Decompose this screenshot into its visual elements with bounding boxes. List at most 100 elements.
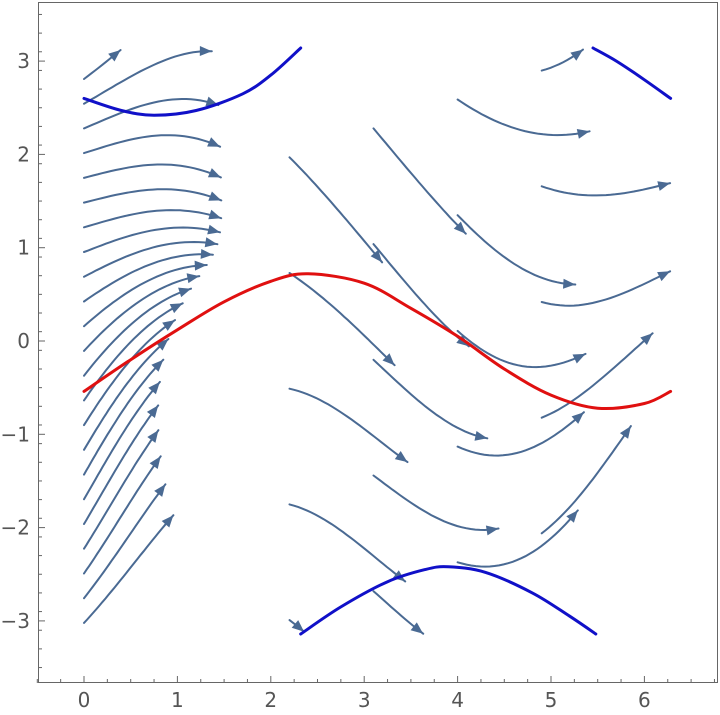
streamline-arrowhead <box>194 260 207 271</box>
streamline <box>456 98 591 137</box>
streamlines-group <box>83 46 672 635</box>
y-tick-label: −1 <box>1 422 30 446</box>
y-tick-label: 1 <box>17 236 30 260</box>
streamline-arrowhead <box>410 622 424 634</box>
y-tick-label: 0 <box>17 329 30 353</box>
streamline <box>83 253 214 303</box>
streamline <box>83 429 160 550</box>
streamline-arrowhead <box>199 46 212 56</box>
x-tick-label: 0 <box>78 688 91 712</box>
streamline-arrowhead <box>161 515 174 528</box>
y-tick-label: −2 <box>1 516 30 540</box>
streamline <box>83 404 160 525</box>
streamline <box>456 411 585 457</box>
streamline <box>288 156 384 264</box>
streamline-arrowhead <box>207 137 221 147</box>
streamline <box>83 514 175 624</box>
streamline-arrowhead <box>207 168 221 178</box>
x-tick-label: 5 <box>545 688 558 712</box>
streamline <box>372 127 467 235</box>
plot-frame <box>38 2 718 683</box>
streamline-arrowhead <box>566 510 578 523</box>
streamline-arrowhead <box>394 451 408 463</box>
y-tick-label: 2 <box>17 142 30 166</box>
x-tick-label: 1 <box>171 688 184 712</box>
streamline-arrowhead <box>146 405 159 418</box>
streamline-arrowhead <box>204 237 218 248</box>
streamline <box>83 226 221 253</box>
streamline <box>288 272 396 367</box>
blue-highlighted-curve <box>299 565 598 636</box>
streamline-arrowhead <box>147 430 159 443</box>
streamline <box>83 188 223 204</box>
streamline-arrowhead <box>640 333 653 345</box>
streamline <box>456 214 577 286</box>
streamline-arrowhead <box>453 221 466 234</box>
streamline <box>83 209 223 229</box>
streamline-arrowhead <box>208 191 222 201</box>
blue-highlighted-curve <box>591 46 673 100</box>
streamline-arrowhead <box>576 129 590 139</box>
streamline <box>83 240 219 278</box>
streamline <box>456 509 579 568</box>
streamline <box>372 358 489 440</box>
streamline <box>83 134 222 155</box>
streamline <box>540 332 654 419</box>
x-tick-label: 3 <box>358 688 371 712</box>
streamline-arrowhead <box>178 287 191 298</box>
streamline-arrowhead <box>108 50 121 62</box>
streamline <box>83 455 162 575</box>
streamline-arrowhead <box>148 381 160 395</box>
y-tick-label: −3 <box>1 609 30 633</box>
streamline-arrowhead <box>207 224 220 235</box>
y-axis: −3 −2 −1 0 1 2 3 <box>1 13 45 669</box>
x-axis: 0 1 2 3 4 5 6 <box>36 676 715 712</box>
x-tick-label: 2 <box>264 688 277 712</box>
streamline <box>83 163 222 179</box>
streamline <box>540 270 672 307</box>
streamline-arrowhead <box>572 353 586 364</box>
streamline <box>288 387 409 464</box>
streamline <box>456 329 587 369</box>
streamline <box>83 302 184 402</box>
streamline <box>83 264 208 328</box>
streamline <box>83 358 165 476</box>
x-tick-label: 6 <box>638 688 651 712</box>
highlighted-curves-group <box>82 46 673 636</box>
streamline-arrowhead <box>657 271 671 282</box>
streamline-arrowhead <box>474 431 488 441</box>
streamline <box>540 182 672 197</box>
streamline-arrowhead <box>563 278 576 289</box>
streamline-arrowhead <box>291 620 305 632</box>
streamline <box>288 503 407 583</box>
streamline-arrowhead <box>154 484 166 497</box>
streamline <box>83 50 213 105</box>
streamline <box>83 483 167 600</box>
streamline-arrowhead <box>200 249 213 259</box>
streamline <box>372 474 500 532</box>
streamline-arrowhead <box>208 209 222 220</box>
streamline-arrowhead <box>485 525 499 536</box>
blue-highlighted-curve <box>82 46 303 117</box>
streamline <box>83 380 161 501</box>
streamline <box>83 98 220 130</box>
streamline-arrowhead <box>156 339 169 351</box>
streamline-arrowhead <box>186 273 200 284</box>
streamline-arrowhead <box>657 181 671 191</box>
streamline-arrowhead <box>169 303 183 314</box>
streamline-arrowhead <box>162 320 175 331</box>
streamline-arrowhead <box>570 49 583 61</box>
red-highlighted-curve <box>82 272 673 411</box>
x-tick-label: 4 <box>451 688 464 712</box>
streamline-arrowhead <box>149 456 161 469</box>
streamline <box>83 275 201 352</box>
streamline <box>83 338 170 451</box>
streamline-arrowhead <box>571 412 584 424</box>
streamline <box>83 319 176 427</box>
streamline <box>540 425 632 535</box>
streamline <box>83 287 192 377</box>
streamline-arrowhead <box>619 426 631 439</box>
streamline-arrowhead <box>370 249 383 263</box>
streamline-arrowhead <box>382 353 395 366</box>
